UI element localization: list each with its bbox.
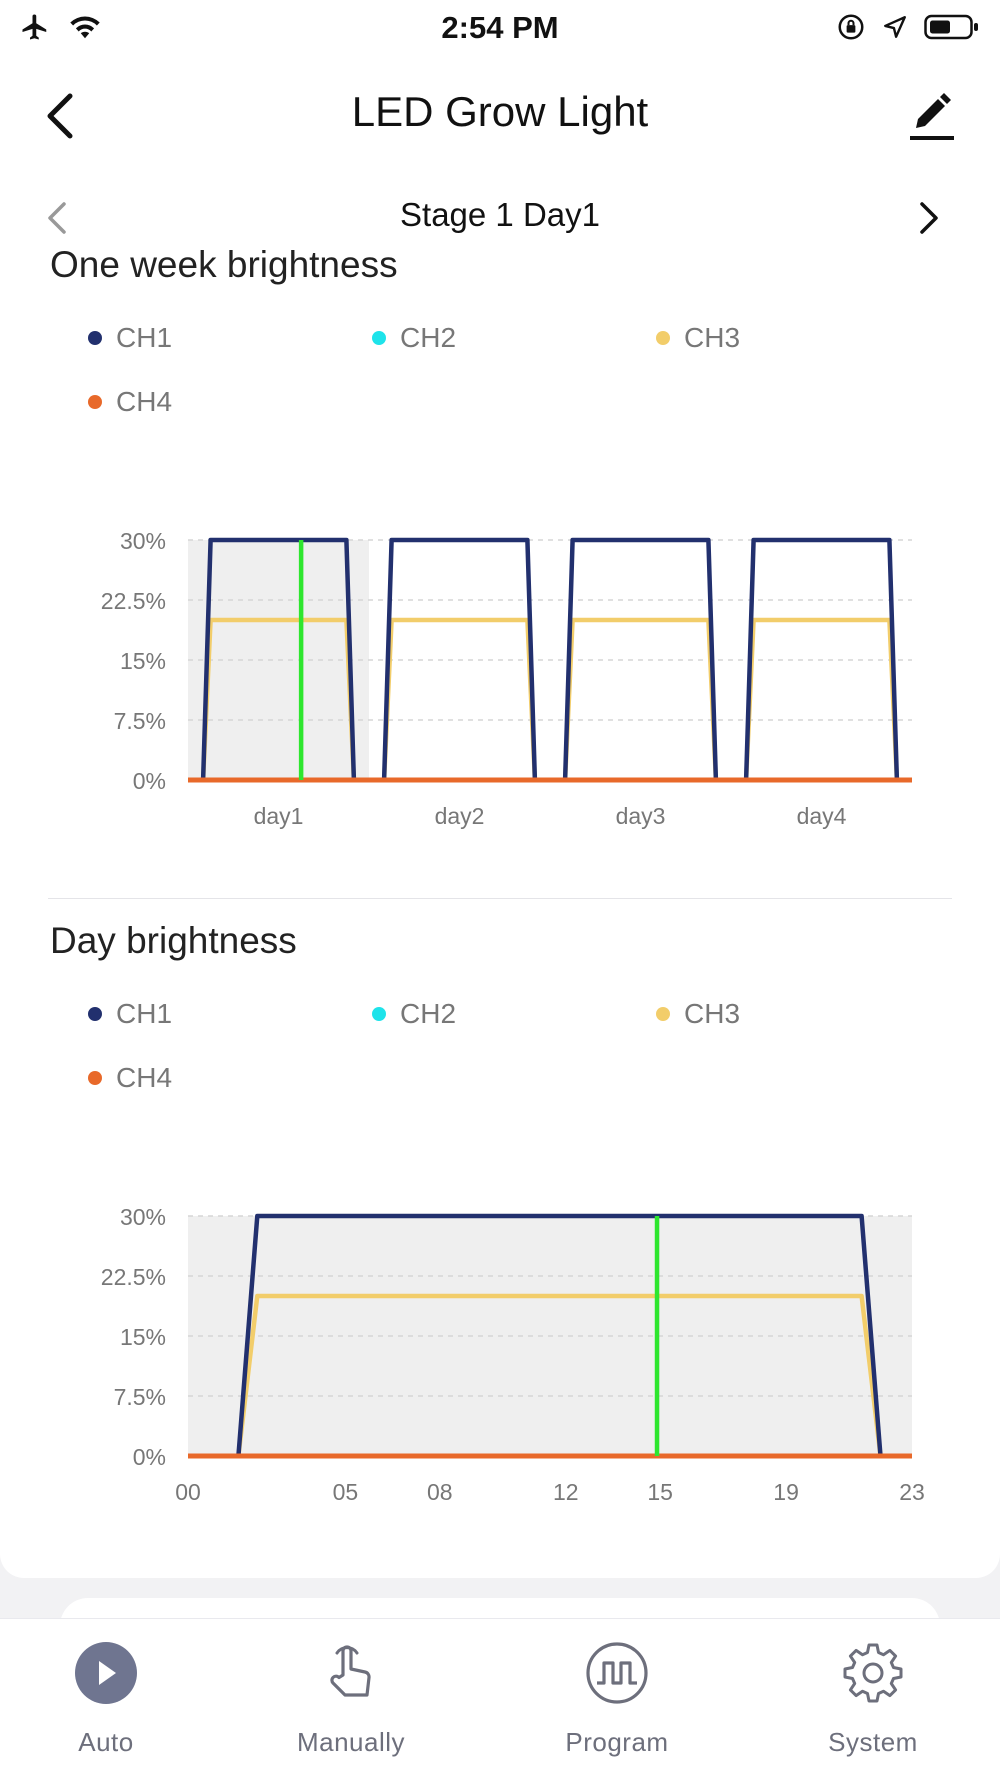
back-icon[interactable] bbox=[40, 88, 80, 144]
legend-label: CH3 bbox=[684, 998, 741, 1029]
legend-label: CH1 bbox=[116, 322, 173, 353]
y-tick-label: 0% bbox=[133, 1444, 166, 1470]
legend-dot-icon bbox=[88, 331, 102, 345]
tab-label: Auto bbox=[78, 1727, 134, 1757]
tab-label: System bbox=[828, 1727, 918, 1757]
x-tick-label: 23 bbox=[899, 1479, 925, 1505]
legend-item-ch3[interactable]: CH3 bbox=[656, 322, 740, 354]
gear-icon bbox=[843, 1643, 903, 1703]
main-card: LED Grow Light Stage 1 Day1 One week bri… bbox=[0, 60, 1000, 1578]
play-circle-icon bbox=[75, 1642, 137, 1704]
x-tick-label: day1 bbox=[254, 803, 304, 829]
status-time: 2:54 PM bbox=[441, 10, 559, 45]
legend-item-ch2[interactable]: CH2 bbox=[372, 322, 456, 354]
y-tick-label: 22.5% bbox=[101, 1264, 166, 1290]
day-legend: CH1 CH2 CH3 CH4 bbox=[88, 992, 948, 1112]
y-tick-label: 30% bbox=[120, 528, 166, 554]
legend-item-ch4[interactable]: CH4 bbox=[88, 386, 172, 418]
y-tick-label: 7.5% bbox=[114, 1384, 166, 1410]
legend-item-ch2[interactable]: CH2 bbox=[372, 998, 456, 1030]
day-brightness-chart[interactable]: 0% 7.5% 15% 22.5% 30% 00 05 08 12 15 19 23 bbox=[0, 1176, 1000, 1516]
section-divider bbox=[48, 898, 952, 899]
tab-system[interactable]: System bbox=[753, 1619, 993, 1778]
x-tick-label: 15 bbox=[647, 1479, 673, 1505]
legend-dot-icon bbox=[372, 331, 386, 345]
stage-prev-icon[interactable] bbox=[44, 198, 72, 238]
week-brightness-chart[interactable]: 0% 7.5% 15% 22.5% 30% day1 day2 day3 day4 bbox=[0, 500, 1000, 840]
legend-label: CH4 bbox=[116, 1062, 173, 1093]
legend-item-ch1[interactable]: CH1 bbox=[88, 322, 172, 354]
y-tick-label: 30% bbox=[120, 1204, 166, 1230]
week-legend: CH1 CH2 CH3 CH4 bbox=[88, 316, 948, 436]
stage-next-icon[interactable] bbox=[914, 198, 942, 238]
tab-label: Program bbox=[565, 1727, 669, 1757]
legend-dot-icon bbox=[88, 1071, 102, 1085]
y-tick-label: 7.5% bbox=[114, 708, 166, 734]
x-tick-label: 00 bbox=[175, 1479, 201, 1505]
tab-bar: Auto Manually Program System bbox=[0, 1618, 1000, 1778]
legend-dot-icon bbox=[372, 1007, 386, 1021]
legend-item-ch1[interactable]: CH1 bbox=[88, 998, 172, 1030]
x-tick-label: 08 bbox=[427, 1479, 453, 1505]
y-tick-label: 0% bbox=[133, 768, 166, 794]
y-tick-label: 15% bbox=[120, 648, 166, 674]
legend-dot-icon bbox=[656, 1007, 670, 1021]
y-tick-label: 22.5% bbox=[101, 588, 166, 614]
status-bar: 2:54 PM bbox=[0, 0, 1000, 60]
day-section-title: Day brightness bbox=[50, 920, 297, 961]
tab-label: Manually bbox=[296, 1727, 406, 1757]
legend-label: CH2 bbox=[400, 322, 457, 353]
x-tick-label: 19 bbox=[773, 1479, 799, 1505]
hand-pointer-icon bbox=[330, 1645, 371, 1697]
page-title: LED Grow Light bbox=[351, 88, 649, 135]
airplane-icon bbox=[22, 14, 47, 40]
tab-program[interactable]: Program bbox=[497, 1619, 737, 1778]
legend-item-ch4[interactable]: CH4 bbox=[88, 1062, 172, 1094]
x-tick-label: 12 bbox=[553, 1479, 579, 1505]
legend-item-ch3[interactable]: CH3 bbox=[656, 998, 740, 1030]
tab-manually[interactable]: Manually bbox=[231, 1619, 471, 1778]
edit-pencil-icon[interactable] bbox=[904, 88, 960, 144]
status-left bbox=[20, 12, 102, 42]
x-tick-label: 05 bbox=[333, 1479, 359, 1505]
x-tick-label: day2 bbox=[435, 803, 485, 829]
legend-label: CH1 bbox=[116, 998, 173, 1029]
legend-label: CH4 bbox=[116, 386, 173, 417]
tab-auto[interactable]: Auto bbox=[0, 1619, 226, 1778]
legend-dot-icon bbox=[656, 331, 670, 345]
wifi-icon bbox=[70, 16, 100, 39]
square-wave-icon bbox=[586, 1642, 648, 1704]
legend-label: CH2 bbox=[400, 998, 457, 1029]
legend-dot-icon bbox=[88, 395, 102, 409]
location-icon bbox=[884, 16, 906, 38]
legend-dot-icon bbox=[88, 1007, 102, 1021]
battery-icon bbox=[924, 14, 978, 40]
legend-label: CH3 bbox=[684, 322, 741, 353]
x-tick-label: day3 bbox=[616, 803, 666, 829]
stage-navigator: Stage 1 Day1 bbox=[0, 178, 1000, 248]
stage-label: Stage 1 Day1 bbox=[400, 196, 600, 233]
orientation-lock-icon bbox=[838, 14, 864, 40]
x-tick-label: day4 bbox=[797, 803, 847, 829]
header: LED Grow Light bbox=[0, 60, 1000, 170]
week-section-title: One week brightness bbox=[50, 244, 398, 285]
status-right bbox=[836, 12, 980, 42]
y-tick-label: 15% bbox=[120, 1324, 166, 1350]
